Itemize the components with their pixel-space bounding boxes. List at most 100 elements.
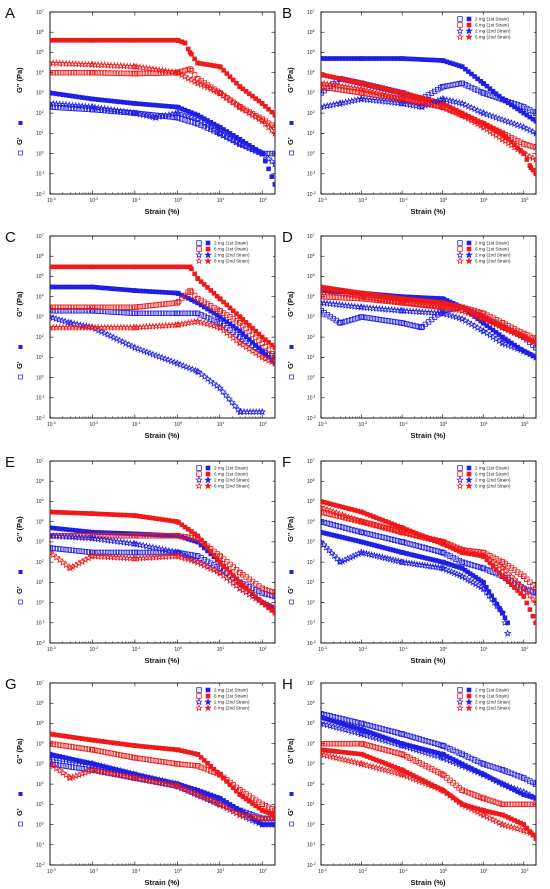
data-point	[227, 804, 233, 811]
data-point	[452, 108, 460, 116]
data-point	[73, 510, 79, 516]
data-point	[191, 535, 198, 541]
x-tick-exponent: -2	[364, 646, 367, 650]
y-tick-label: 101	[36, 130, 44, 137]
data-point	[137, 514, 143, 519]
data-point	[321, 90, 324, 96]
x-tick-exponent: 0	[445, 868, 447, 872]
data-point	[228, 398, 236, 406]
data-point	[184, 555, 193, 563]
data-point	[332, 533, 337, 538]
data-point	[490, 319, 496, 325]
data-point	[399, 539, 405, 545]
y-tick-exponent: 2	[42, 781, 44, 785]
data-point	[474, 563, 481, 570]
data-point	[53, 741, 60, 748]
data-point	[97, 762, 106, 770]
data-point	[262, 586, 269, 593]
data-point	[413, 295, 419, 300]
data-point	[439, 84, 446, 90]
data-point	[449, 305, 457, 313]
data-point	[429, 782, 434, 787]
data-point	[474, 793, 481, 799]
data-point	[418, 778, 427, 786]
data-point	[393, 769, 402, 777]
data-point	[499, 96, 505, 103]
data-point	[480, 761, 486, 767]
data-point	[384, 737, 393, 745]
data-point	[387, 525, 396, 533]
data-point	[132, 774, 141, 782]
x-tick-label: 10-3	[47, 646, 56, 653]
data-point	[438, 786, 447, 794]
data-point	[150, 37, 156, 43]
data-point	[127, 304, 134, 310]
y-tick-exponent: -2	[313, 191, 316, 195]
data-point	[256, 820, 262, 825]
data-point	[516, 825, 525, 833]
data-point	[390, 739, 399, 747]
data-point	[84, 759, 93, 767]
x-tick-label: 10-3	[318, 868, 327, 875]
panel-letter: E	[5, 454, 15, 471]
data-point	[392, 729, 398, 735]
data-point	[193, 790, 202, 798]
data-point	[61, 317, 69, 325]
data-point	[506, 100, 511, 106]
data-point	[517, 139, 524, 146]
data-point	[533, 781, 536, 787]
data-point	[198, 542, 204, 548]
data-point	[76, 765, 82, 771]
data-point	[372, 542, 377, 548]
data-point	[66, 318, 75, 327]
data-point	[239, 141, 247, 149]
data-point	[390, 768, 399, 776]
data-point	[496, 557, 502, 564]
data-point	[124, 109, 130, 116]
data-point	[160, 746, 165, 751]
data-point	[156, 533, 162, 539]
data-point	[472, 767, 477, 773]
data-point	[79, 308, 85, 314]
data-point	[124, 310, 130, 316]
data-point	[465, 754, 472, 760]
data-point	[424, 780, 433, 788]
data-point	[377, 544, 382, 549]
data-point	[505, 98, 512, 105]
data-point	[150, 289, 156, 294]
data-point	[236, 407, 244, 416]
data-point	[79, 37, 85, 43]
y-tick-label: 106	[307, 478, 315, 485]
data-point	[335, 724, 344, 732]
data-point	[160, 37, 165, 43]
data-point	[533, 590, 536, 596]
data-point	[60, 304, 66, 310]
data-point	[530, 116, 536, 122]
data-point	[484, 91, 490, 97]
data-point	[429, 299, 434, 304]
data-point	[181, 552, 189, 560]
data-point	[401, 752, 407, 758]
legend-marker-open	[457, 465, 463, 471]
data-point	[102, 739, 107, 744]
data-point	[191, 762, 198, 769]
data-point	[377, 516, 382, 522]
data-point	[348, 536, 353, 542]
y-tick-exponent: 6	[313, 478, 315, 482]
data-point	[205, 285, 210, 290]
data-point	[263, 822, 268, 827]
data-point	[73, 284, 79, 290]
data-point	[449, 312, 457, 320]
data-point	[452, 313, 460, 321]
data-point	[364, 82, 370, 87]
data-point	[134, 70, 140, 77]
data-point	[496, 95, 502, 102]
data-point	[336, 294, 343, 301]
legend-marker-open-star	[195, 697, 203, 706]
data-point	[124, 512, 130, 518]
data-point	[430, 535, 439, 544]
data-point	[433, 536, 442, 544]
data-point	[367, 531, 373, 537]
data-point	[121, 512, 127, 518]
data-point	[132, 549, 138, 556]
